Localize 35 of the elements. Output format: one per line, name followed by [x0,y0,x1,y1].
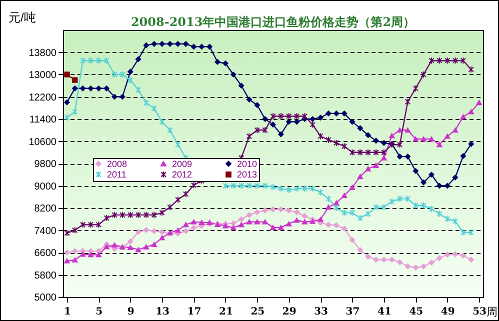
y-tick-label: 13800 [28,48,57,59]
chart-title: 2008-2013年中国港口进口鱼粉价格走势（第2周） [130,15,416,29]
y-tick-label: 5000 [34,292,57,304]
y-tick-label: 12200 [28,92,57,104]
x-tick-label: 13 [156,306,170,318]
y-tick-label: 5800 [34,270,57,282]
y-tick-label: 6600 [34,248,57,259]
legend-label: 2012 [172,170,192,180]
legend-label: 2013 [237,170,258,180]
x-tick-label: 49 [440,306,455,318]
legend-label: 2008 [107,158,128,169]
x-tick-label: 45 [409,306,424,318]
y-tick-label: 13000 [28,70,57,81]
x-tick-label: 33 [314,306,328,318]
legend-label: 2011 [107,170,126,180]
x-tick-label: 41 [377,306,392,318]
x-tick-label: 9 [127,306,134,318]
y-tick-label: 9000 [34,181,57,192]
y-tick-label: 9800 [34,159,57,170]
x-tick-label: 25 [250,306,265,318]
y-tick-label: 7400 [34,226,57,237]
x-tick-label: 17 [187,306,202,318]
x-tick-label: 1 [64,306,71,318]
legend-label: 2010 [237,158,258,169]
x-axis-title: 周 [486,306,498,318]
legend-label: 2009 [172,158,192,169]
x-tick-label: 5 [96,306,103,318]
x-tick-label: 21 [218,306,233,318]
y-axis-title: 元/吨 [8,10,36,24]
x-tick-label: 29 [282,306,296,318]
x-tick-label: 37 [346,306,360,318]
y-tick-label: 11400 [29,114,57,126]
y-tick-label: 10600 [28,136,57,148]
y-tick-label: 8200 [34,204,57,214]
x-tick-label: 53 [472,306,487,318]
